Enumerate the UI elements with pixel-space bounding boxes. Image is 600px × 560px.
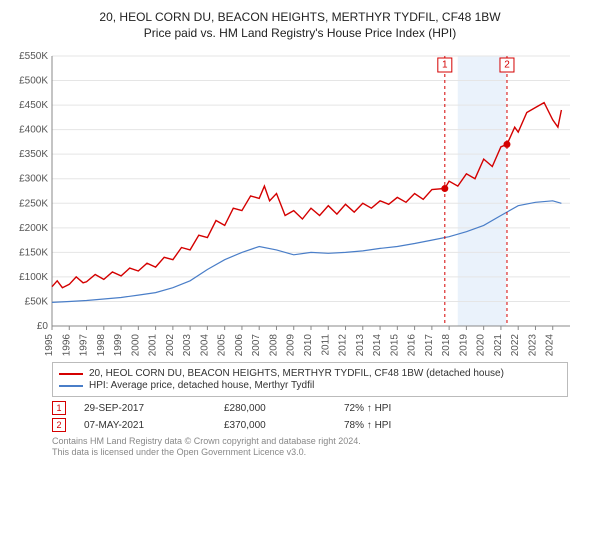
svg-text:1996: 1996 — [61, 334, 72, 356]
transaction-table: 1 29-SEP-2017£280,00072% ↑ HPI 2 07-MAY-202… — [52, 401, 568, 432]
transaction-diff: 78% ↑ HPI — [344, 420, 464, 431]
footer-attribution: Contains HM Land Registry data © Crown c… — [52, 436, 568, 459]
svg-text:2019: 2019 — [458, 334, 469, 356]
svg-text:£400K: £400K — [19, 125, 48, 136]
svg-text:£550K: £550K — [19, 51, 48, 62]
svg-text:2004: 2004 — [199, 334, 210, 356]
svg-text:£500K: £500K — [19, 76, 48, 87]
chart-plot: £0 £50K £100K £150K £200K £250K £300K £350K £400… — [10, 46, 590, 356]
svg-text:2023: 2023 — [527, 334, 538, 356]
footer-line-2: This data is licensed under the Open Gov… — [52, 447, 568, 458]
svg-text:2000: 2000 — [130, 334, 141, 356]
svg-text:2015: 2015 — [389, 334, 400, 356]
transaction-row: 2 07-MAY-2021£370,00078% ↑ HPI — [52, 418, 568, 432]
title-main: 20, HEOL CORN DU, BEACON HEIGHTS, MERTHY… — [10, 10, 590, 24]
svg-text:2020: 2020 — [476, 334, 487, 356]
transaction-price: £370,000 — [224, 420, 344, 431]
svg-text:£350K: £350K — [19, 149, 48, 160]
legend-row: HPI: Average price, detached house, Mert… — [59, 380, 561, 391]
svg-text:2005: 2005 — [217, 334, 228, 356]
transaction-date: 07-MAY-2021 — [84, 420, 224, 431]
svg-text:2014: 2014 — [372, 334, 383, 356]
svg-text:2011: 2011 — [320, 334, 331, 356]
svg-text:2001: 2001 — [148, 334, 159, 356]
svg-text:2009: 2009 — [286, 334, 297, 356]
svg-text:£150K: £150K — [19, 247, 48, 258]
svg-text:2021: 2021 — [493, 334, 504, 356]
svg-text:£250K: £250K — [19, 198, 48, 209]
transaction-diff: 72% ↑ HPI — [344, 403, 464, 414]
chart-svg: £0 £50K £100K £150K £200K £250K £300K £350K £400… — [10, 46, 590, 356]
svg-text:2022: 2022 — [510, 334, 521, 356]
title-sub: Price paid vs. HM Land Registry's House … — [10, 26, 590, 40]
svg-text:2008: 2008 — [268, 334, 279, 356]
svg-text:1998: 1998 — [96, 334, 107, 356]
footer-line-1: Contains HM Land Registry data © Crown c… — [52, 436, 568, 447]
legend-row: 20, HEOL CORN DU, BEACON HEIGHTS, MERTHY… — [59, 368, 561, 379]
svg-text:2002: 2002 — [165, 334, 176, 356]
svg-text:2012: 2012 — [338, 334, 349, 356]
svg-text:£50K: £50K — [25, 296, 49, 307]
chart-container: 20, HEOL CORN DU, BEACON HEIGHTS, MERTHY… — [0, 0, 600, 459]
legend-swatch — [59, 373, 83, 375]
svg-text:2024: 2024 — [545, 334, 556, 356]
svg-text:2013: 2013 — [355, 334, 366, 356]
svg-text:2006: 2006 — [234, 334, 245, 356]
svg-text:£100K: £100K — [19, 272, 48, 283]
transaction-date: 29-SEP-2017 — [84, 403, 224, 414]
svg-text:£200K: £200K — [19, 223, 48, 234]
transaction-price: £280,000 — [224, 403, 344, 414]
svg-text:£450K: £450K — [19, 100, 48, 111]
svg-text:£0: £0 — [37, 321, 49, 332]
svg-text:2010: 2010 — [303, 334, 314, 356]
transaction-badge: 1 — [52, 401, 66, 415]
svg-text:2007: 2007 — [251, 334, 262, 356]
svg-text:2017: 2017 — [424, 334, 435, 356]
legend-label: HPI: Average price, detached house, Mert… — [89, 380, 314, 391]
svg-text:2018: 2018 — [441, 334, 452, 356]
svg-text:1: 1 — [442, 60, 448, 71]
svg-text:2016: 2016 — [407, 334, 418, 356]
svg-text:1997: 1997 — [79, 334, 90, 356]
legend-swatch — [59, 385, 83, 387]
legend-label: 20, HEOL CORN DU, BEACON HEIGHTS, MERTHY… — [89, 368, 504, 379]
transaction-badge: 2 — [52, 418, 66, 432]
svg-text:£300K: £300K — [19, 174, 48, 185]
transaction-row: 1 29-SEP-2017£280,00072% ↑ HPI — [52, 401, 568, 415]
marker-dot-2 — [503, 141, 510, 148]
svg-text:1995: 1995 — [44, 334, 55, 356]
svg-text:1999: 1999 — [113, 334, 124, 356]
svg-text:2: 2 — [504, 60, 510, 71]
marker-dot-1 — [441, 185, 448, 192]
svg-text:2003: 2003 — [182, 334, 193, 356]
legend-box: 20, HEOL CORN DU, BEACON HEIGHTS, MERTHY… — [52, 362, 568, 397]
